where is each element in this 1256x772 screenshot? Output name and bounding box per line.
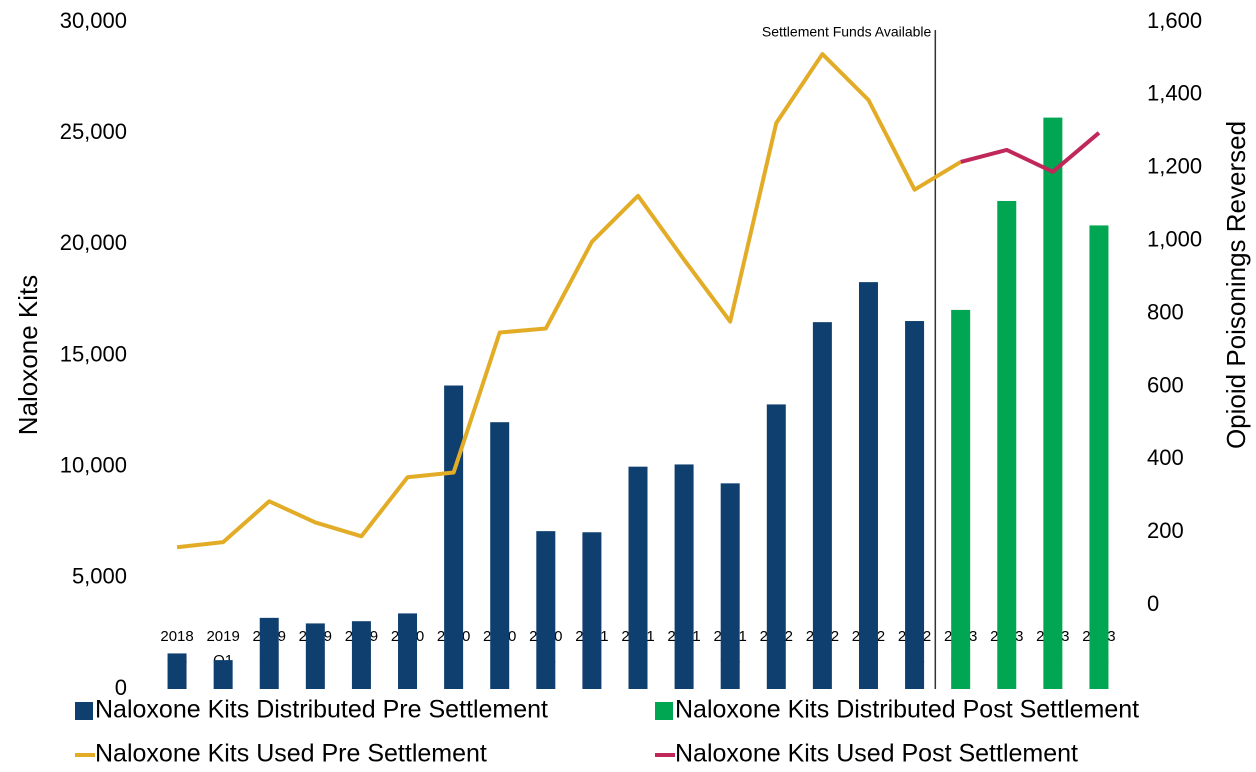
bar bbox=[582, 532, 602, 689]
y-tick-label: 5,000 bbox=[72, 564, 127, 589]
legend-label: Naloxone Kits Distributed Pre Settlement bbox=[95, 696, 548, 724]
bar bbox=[905, 321, 925, 689]
y-tick-label: 0 bbox=[115, 675, 127, 700]
y2-tick-label: 1,600 bbox=[1147, 8, 1202, 33]
y-tick-label: 20,000 bbox=[60, 230, 127, 255]
bar bbox=[1043, 117, 1063, 689]
y2-tick-label: 400 bbox=[1147, 445, 1184, 470]
line bbox=[176, 52, 962, 550]
legend-label: Naloxone Kits Used Post Settlement bbox=[675, 740, 1078, 768]
bar bbox=[536, 531, 556, 689]
bar bbox=[167, 653, 187, 689]
y2-tick-label: 600 bbox=[1147, 372, 1184, 397]
y2-tick-label: 800 bbox=[1147, 299, 1184, 324]
y-tick-label: 25,000 bbox=[60, 119, 127, 144]
bar bbox=[812, 322, 832, 689]
legend-label: Naloxone Kits Distributed Post Settlemen… bbox=[675, 696, 1139, 724]
bar bbox=[213, 660, 233, 689]
bar bbox=[305, 623, 325, 689]
y2-tick-label: 1,200 bbox=[1147, 154, 1202, 179]
y2-tick-label: 200 bbox=[1147, 518, 1184, 543]
bar bbox=[720, 483, 740, 689]
bar bbox=[858, 282, 878, 689]
y2-tick-label: 1,400 bbox=[1147, 81, 1202, 106]
legend-label: Naloxone Kits Used Pre Settlement bbox=[95, 740, 487, 768]
bar bbox=[766, 404, 786, 689]
line bbox=[960, 131, 1101, 174]
y2-tick-label: 0 bbox=[1147, 591, 1159, 616]
bar bbox=[490, 422, 510, 689]
bar bbox=[628, 466, 648, 689]
bar bbox=[444, 385, 464, 689]
bar bbox=[1089, 225, 1109, 689]
legend-swatch bbox=[655, 702, 673, 720]
y-tick-label: 30,000 bbox=[60, 8, 127, 33]
y-tick-label: 15,000 bbox=[60, 341, 127, 366]
bar bbox=[351, 621, 371, 689]
y-tick-label: 10,000 bbox=[60, 452, 127, 477]
legend-swatch bbox=[75, 702, 93, 720]
bar bbox=[951, 309, 971, 689]
bar bbox=[398, 613, 418, 689]
y2-axis-label: Opioid Poisonings Reversed bbox=[1221, 121, 1251, 449]
bar bbox=[997, 200, 1017, 689]
y-axis-label: Naloxone Kits bbox=[13, 275, 43, 435]
y2-tick-label: 1,000 bbox=[1147, 227, 1202, 252]
bar bbox=[674, 464, 694, 689]
bar bbox=[259, 617, 279, 689]
annotation: Settlement Funds Available bbox=[762, 24, 932, 40]
